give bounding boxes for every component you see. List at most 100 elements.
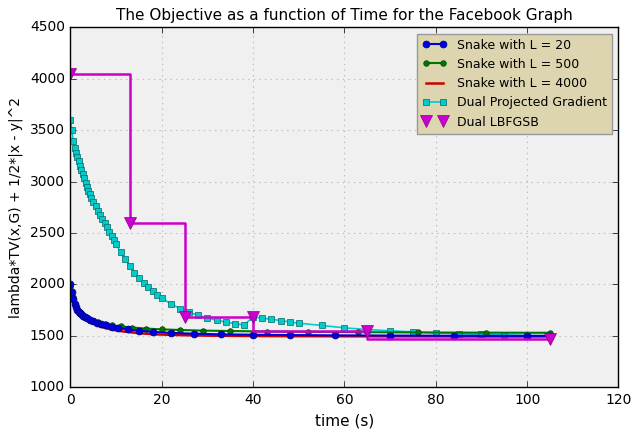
Snake with L = 500 (304, 329, 312, 334)
Dual Projected Gradient (222, 319, 230, 325)
Snake with L = 4000 (85, 318, 93, 323)
Snake with L = 20 (83, 316, 91, 321)
Snake with L = 500 (117, 324, 125, 329)
Snake with L = 4000 (487, 334, 495, 339)
Snake with L = 500 (76, 309, 83, 315)
Snake with L = 500 (83, 315, 90, 320)
Line: Dual Projected Gradient: Dual Projected Gradient (67, 116, 554, 339)
Snake with L = 4000 (92, 322, 99, 327)
Dual LBFGSB (546, 336, 554, 341)
Dual LBFGSB (250, 315, 257, 320)
Snake with L = 20 (79, 313, 87, 318)
Snake with L = 500 (78, 312, 86, 317)
Snake with L = 20 (250, 332, 257, 337)
Snake with L = 20 (81, 314, 89, 319)
Snake with L = 4000 (80, 314, 88, 319)
Line: Snake with L = 20: Snake with L = 20 (67, 281, 554, 339)
Snake with L = 500 (90, 318, 97, 323)
Snake with L = 500 (101, 321, 109, 326)
Line: Dual LBFGSB: Dual LBFGSB (65, 68, 556, 344)
Snake with L = 4000 (240, 333, 248, 339)
Snake with L = 500 (142, 326, 150, 331)
Snake with L = 500 (546, 330, 554, 335)
Snake with L = 500 (227, 328, 234, 333)
Dual Projected Gradient (524, 333, 531, 338)
Snake with L = 20 (69, 296, 77, 302)
Snake with L = 20 (76, 311, 84, 316)
Snake with L = 4000 (67, 286, 74, 291)
Snake with L = 4000 (76, 309, 83, 314)
Line: Snake with L = 4000: Snake with L = 4000 (70, 288, 550, 336)
Snake with L = 500 (67, 285, 74, 290)
Snake with L = 4000 (546, 334, 554, 339)
Snake with L = 4000 (176, 333, 184, 338)
Snake with L = 20 (67, 282, 74, 287)
Snake with L = 500 (108, 323, 115, 328)
Snake with L = 20 (108, 324, 115, 329)
Snake with L = 20 (524, 333, 531, 339)
Snake with L = 500 (176, 327, 184, 333)
Snake with L = 4000 (108, 327, 115, 332)
Snake with L = 500 (482, 330, 490, 335)
Snake with L = 4000 (135, 330, 143, 336)
Snake with L = 20 (86, 317, 93, 323)
Snake with L = 20 (135, 328, 143, 333)
Snake with L = 20 (332, 333, 339, 338)
Snake with L = 4000 (204, 333, 211, 338)
Dual LBFGSB (364, 328, 371, 333)
Snake with L = 20 (387, 333, 394, 338)
Snake with L = 20 (115, 326, 122, 331)
Snake with L = 500 (69, 294, 77, 299)
Line: Snake with L = 500: Snake with L = 500 (68, 284, 553, 336)
Snake with L = 4000 (154, 332, 161, 337)
Dual Projected Gradient (126, 264, 134, 269)
Title: The Objective as a function of Time for the Facebook Graph: The Objective as a function of Time for … (116, 8, 573, 23)
Snake with L = 20 (72, 304, 80, 309)
Dual Projected Gradient (96, 212, 104, 217)
Snake with L = 20 (286, 333, 294, 338)
Dual Projected Gradient (67, 117, 74, 122)
Snake with L = 20 (74, 307, 81, 312)
Snake with L = 20 (190, 331, 198, 336)
Snake with L = 20 (93, 320, 100, 326)
Snake with L = 20 (167, 330, 175, 336)
Snake with L = 4000 (286, 333, 294, 339)
Dual Projected Gradient (546, 333, 554, 339)
Snake with L = 20 (546, 333, 554, 339)
Snake with L = 20 (102, 323, 109, 328)
Snake with L = 20 (75, 309, 83, 314)
Snake with L = 20 (149, 329, 157, 334)
Dual LBFGSB (126, 220, 134, 225)
Snake with L = 500 (413, 330, 421, 335)
Snake with L = 500 (80, 313, 88, 318)
Y-axis label: lambda*TV(x,G) + 1/2*|x - y|^2: lambda*TV(x,G) + 1/2*|x - y|^2 (8, 97, 23, 318)
Snake with L = 20 (97, 322, 105, 327)
Snake with L = 500 (94, 319, 102, 325)
Snake with L = 20 (77, 312, 85, 317)
Dual LBFGSB (67, 71, 74, 76)
Legend: Snake with L = 20, Snake with L = 500, Snake with L = 4000, Dual Projected Gradi: Snake with L = 20, Snake with L = 500, S… (417, 34, 612, 134)
X-axis label: time (s): time (s) (315, 414, 374, 429)
Snake with L = 500 (71, 301, 79, 306)
Snake with L = 20 (218, 332, 225, 337)
Snake with L = 500 (199, 328, 207, 333)
Snake with L = 500 (74, 306, 81, 312)
Dual Projected Gradient (135, 276, 143, 281)
Snake with L = 20 (68, 289, 76, 294)
Snake with L = 20 (124, 327, 131, 332)
Snake with L = 4000 (119, 329, 127, 334)
Snake with L = 4000 (409, 334, 417, 339)
Snake with L = 4000 (99, 325, 106, 330)
Snake with L = 4000 (71, 300, 79, 305)
Snake with L = 500 (158, 327, 166, 332)
Dual LBFGSB (180, 315, 188, 320)
Snake with L = 500 (85, 316, 93, 321)
Snake with L = 500 (128, 325, 136, 330)
Snake with L = 20 (450, 333, 458, 338)
Snake with L = 20 (90, 319, 97, 324)
Snake with L = 500 (263, 329, 271, 334)
Dual Projected Gradient (92, 204, 99, 209)
Snake with L = 500 (355, 329, 362, 335)
Snake with L = 20 (71, 301, 79, 306)
Snake with L = 4000 (340, 333, 348, 339)
